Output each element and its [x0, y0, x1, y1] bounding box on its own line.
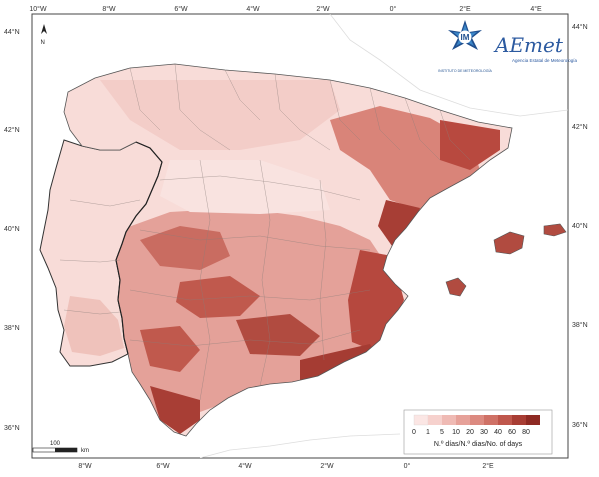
ibiza	[445, 277, 467, 297]
lon-label: 2°E	[459, 5, 471, 13]
shade-duero-light	[160, 160, 330, 214]
legend-tick: 60	[508, 429, 516, 436]
aemet-logo: AEmet Agencia Estatal de Meteorología	[493, 33, 578, 63]
legend-swatch	[526, 415, 540, 425]
lon-label: 4°W	[246, 5, 260, 13]
lon-label: 2°W	[316, 5, 330, 13]
legend-swatch	[512, 415, 526, 425]
scale-bar: 100 km	[32, 441, 89, 454]
lon-label: 8°W	[78, 462, 92, 470]
im-logo: IM INSTITUTO DE METEOROLOGÍA	[438, 20, 492, 73]
lon-label: 0°	[390, 5, 397, 13]
legend-tick: 1	[426, 429, 430, 436]
lat-label: 44°N	[572, 23, 588, 31]
shade-dark-3	[236, 314, 320, 356]
lat-label: 42°N	[4, 126, 20, 134]
im-logo-text: IM	[461, 33, 470, 42]
legend-swatch	[470, 415, 484, 425]
legend: 0 1 5 10 20 30 40 60 80 N.º días/N.º dia…	[403, 409, 553, 455]
lon-label: 2°W	[320, 462, 334, 470]
lat-label: 40°N	[4, 225, 20, 233]
legend-tick: 10	[452, 429, 460, 436]
shade-north-light	[100, 80, 340, 150]
legend-swatch	[456, 415, 470, 425]
lat-label: 40°N	[572, 222, 588, 230]
legend-tick: 40	[494, 429, 502, 436]
lat-label: 38°N	[572, 321, 588, 329]
legend-tick: 0	[412, 429, 416, 436]
province-borders	[59, 63, 471, 401]
left-lat-labels: 44°N 42°N 40°N 38°N 36°N	[4, 28, 20, 432]
north-arrow-icon: N	[41, 24, 47, 46]
lon-label: 10°W	[29, 5, 47, 13]
mallorca	[493, 231, 525, 255]
portugal-darker-south	[64, 296, 124, 356]
right-lat-labels: 44°N 42°N 40°N 38°N 36°N	[572, 23, 588, 429]
legend-tick: 5	[440, 429, 444, 436]
lon-label: 6°W	[174, 5, 188, 13]
lon-label: 8°W	[102, 5, 116, 13]
portugal-border	[115, 141, 163, 355]
shade-dark-1	[140, 226, 230, 270]
aemet-logo-text: AEmet	[493, 33, 564, 57]
lon-label: 0°	[404, 462, 411, 470]
lat-label: 44°N	[4, 28, 20, 36]
africa-outline	[199, 433, 401, 458]
legend-swatch	[484, 415, 498, 425]
top-lon-labels: 10°W 8°W 6°W 4°W 2°W 0° 2°E 4°E	[29, 5, 542, 13]
menorca	[543, 223, 567, 237]
legend-swatch	[413, 414, 429, 426]
legend-swatch	[442, 415, 456, 425]
shade-dark-2	[176, 276, 260, 318]
legend-tick: 80	[522, 429, 530, 436]
scale-bar-value: 100	[50, 441, 61, 447]
bottom-lon-labels: 8°W 6°W 4°W 2°W 0° 2°E	[78, 462, 494, 470]
shade-southwest	[150, 386, 200, 434]
scale-bar-unit: km	[81, 448, 89, 454]
legend-tick: 20	[466, 429, 474, 436]
north-label: N	[41, 40, 45, 46]
lon-label: 2°E	[482, 462, 494, 470]
shade-dark-4	[140, 326, 200, 372]
legend-swatch	[428, 415, 442, 425]
legend-tick: 30	[480, 429, 488, 436]
lat-label: 42°N	[572, 123, 588, 131]
legend-title: N.º días/N.º dias/No. of days	[434, 441, 523, 448]
lat-label: 38°N	[4, 324, 20, 332]
shade-catalonia	[440, 120, 500, 170]
im-logo-caption: INSTITUTO DE METEOROLOGÍA	[438, 69, 492, 73]
lat-label: 36°N	[572, 421, 588, 429]
lon-label: 4°E	[530, 5, 542, 13]
aemet-logo-caption: Agencia Estatal de Meteorología	[512, 58, 578, 63]
france-outline	[329, 14, 568, 117]
legend-swatch	[498, 415, 512, 425]
lon-label: 6°W	[156, 462, 170, 470]
lon-label: 4°W	[238, 462, 252, 470]
lat-label: 36°N	[4, 424, 20, 432]
